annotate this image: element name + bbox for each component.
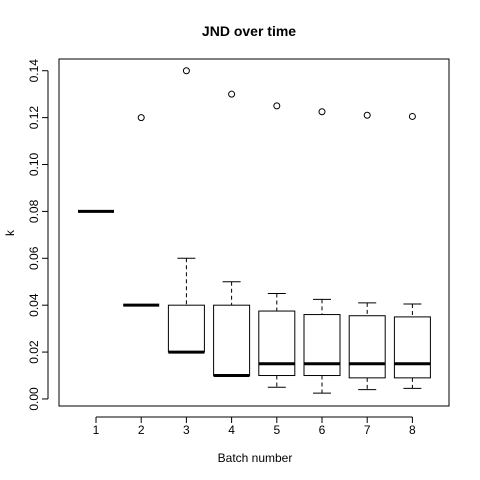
x-tick-label: 7: [364, 423, 371, 437]
plot-frame: [58, 58, 450, 407]
y-tick-label: 0.04: [27, 293, 41, 317]
outlier-point: [408, 112, 416, 120]
y-axis: 0.00 0.02 0.04 0.06 0.08 0.10 0.12 0.14: [27, 59, 49, 411]
y-tick-label: 0.12: [27, 106, 41, 130]
y-tick-label: 0.10: [27, 153, 41, 177]
box-series: [78, 67, 431, 394]
box-7: [348, 111, 386, 391]
x-tick-label: 1: [93, 423, 100, 437]
outlier-point: [228, 90, 236, 98]
x-tick-label: 2: [138, 423, 145, 437]
outlier-point: [363, 111, 371, 119]
y-tick-label: 0.08: [27, 199, 41, 223]
iqr-box: [167, 304, 205, 353]
outlier-point: [318, 108, 326, 116]
x-axis: 1 2 3 4 5 6 7 8: [93, 416, 416, 437]
outlier-point: [182, 67, 190, 75]
y-tick-label: 0.14: [27, 59, 41, 83]
box-5: [258, 102, 296, 388]
x-tick-label: 4: [228, 423, 235, 437]
y-tick-label: 0.00: [27, 387, 41, 411]
x-tick-label: 5: [273, 423, 280, 437]
outlier-point: [137, 114, 145, 122]
iqr-box: [393, 316, 431, 379]
chart-title: JND over time: [202, 23, 296, 39]
x-tick-label: 8: [409, 423, 416, 437]
outlier-point: [273, 102, 281, 110]
box-3: [167, 67, 205, 354]
y-tick-label: 0.06: [27, 246, 41, 270]
x-tick-label: 3: [183, 423, 190, 437]
box-4: [213, 90, 251, 378]
box-8: [393, 112, 431, 389]
iqr-box: [213, 304, 251, 377]
box-2: [123, 114, 160, 307]
iqr-box: [348, 315, 386, 379]
x-tick-label: 6: [319, 423, 326, 437]
iqr-box: [258, 310, 296, 377]
y-tick-label: 0.02: [27, 340, 41, 364]
box-6: [303, 108, 341, 394]
x-axis-label: Batch number: [218, 451, 293, 465]
iqr-box: [303, 314, 341, 377]
y-axis-label: k: [3, 229, 17, 236]
